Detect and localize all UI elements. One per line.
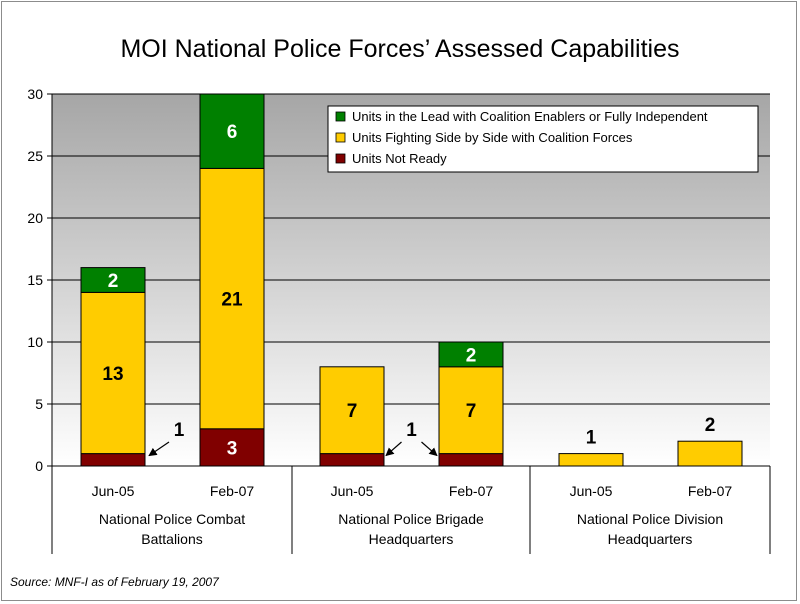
y-tick-label: 25: [27, 148, 43, 164]
bar-segment: [80, 453, 146, 467]
bar-segment: [80, 291, 146, 455]
annotation-arrow: [385, 441, 402, 457]
data-label: 7: [466, 401, 477, 422]
y-tick-label: 0: [35, 458, 43, 474]
group-label: National Police Brigade: [338, 511, 484, 527]
annotation-label: 1: [406, 420, 417, 441]
group-label: Headquarters: [608, 531, 693, 547]
y-axis: 0 5 10 15 20 25 30: [27, 86, 53, 474]
annotation-arrow: [148, 441, 170, 457]
data-label: 7: [347, 401, 358, 422]
bar-segment: [677, 440, 743, 467]
bars: [80, 93, 743, 467]
bar-segment: [438, 453, 504, 467]
legend: Units in the Lead with Coalition Enabler…: [327, 105, 759, 173]
data-label: 2: [466, 345, 477, 366]
group-label: Headquarters: [369, 531, 454, 547]
legend-swatch: [335, 153, 346, 164]
data-label: 2: [705, 415, 716, 436]
data-label: 21: [221, 290, 243, 311]
legend-label: Units Fighting Side by Side with Coaliti…: [352, 130, 633, 145]
bar-segment: [80, 267, 146, 293]
bar-segment: [199, 428, 265, 467]
x-tick-label: Jun-05: [92, 483, 135, 499]
x-tick-label: Feb-07: [449, 483, 494, 499]
annotation-label: 1: [174, 420, 185, 441]
chart-title: MOI National Police Forces’ Assessed Cap…: [120, 35, 679, 63]
legend-label: Units in the Lead with Coalition Enabler…: [352, 109, 708, 124]
data-label: 3: [227, 438, 238, 459]
y-tick-label: 5: [35, 396, 43, 412]
x-tick-label: Feb-07: [688, 483, 733, 499]
legend-swatch: [335, 111, 346, 122]
y-tick-label: 30: [27, 86, 43, 102]
y-tick-label: 10: [27, 334, 43, 350]
bar-segment: [319, 366, 385, 455]
legend-label: Units Not Ready: [352, 151, 447, 166]
bar-segment: [438, 341, 504, 368]
data-label: 1: [586, 428, 597, 449]
y-tick-label: 15: [27, 272, 43, 288]
group-label: National Police Combat: [99, 511, 245, 527]
x-tick-label: Feb-07: [210, 483, 255, 499]
x-tick-label: Jun-05: [570, 483, 613, 499]
x-tick-label: Jun-05: [331, 483, 374, 499]
bar-segment: [558, 453, 624, 467]
annotation-arrow: [421, 441, 438, 457]
group-label: National Police Division: [577, 511, 723, 527]
data-label: 6: [227, 122, 238, 143]
source-note: Source: MNF-I as of February 19, 2007: [10, 575, 220, 589]
data-label: 13: [102, 364, 123, 385]
legend-swatch: [335, 132, 346, 143]
data-label: 2: [108, 271, 119, 292]
group-label: Battalions: [141, 531, 202, 547]
bar-segment: [199, 93, 265, 169]
bar-segment: [319, 453, 385, 467]
bar-segment: [199, 167, 265, 430]
legend-box: [327, 105, 759, 173]
x-axis: Jun-05 Feb-07 Jun-05 Feb-07 Jun-05 Feb-07 Nati…: [51, 465, 771, 554]
y-tick-label: 20: [27, 210, 43, 226]
